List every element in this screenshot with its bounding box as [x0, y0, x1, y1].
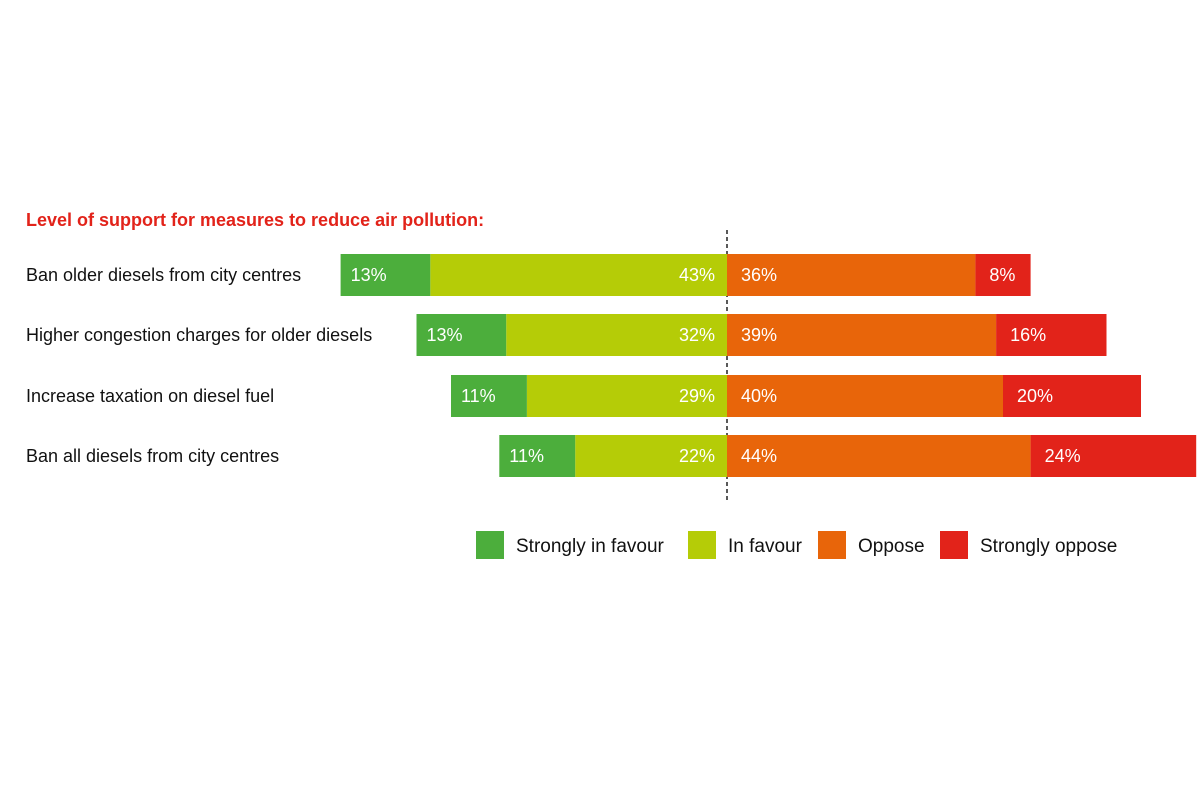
bar-segment [727, 254, 976, 296]
legend-label: Strongly oppose [980, 536, 1117, 557]
bar-segment [1003, 375, 1141, 417]
bar-segment [1030, 435, 1197, 477]
bar-segment [575, 435, 727, 477]
value-label: 22% [679, 446, 715, 466]
value-label: 16% [1010, 325, 1046, 345]
bar-segment [727, 435, 1031, 477]
value-label: 32% [679, 325, 715, 345]
bar-segment [451, 375, 527, 417]
category-label: Ban all diesels from city centres [26, 446, 279, 466]
value-label: 11% [461, 386, 496, 406]
bar-segment [499, 435, 576, 477]
chart-title: Level of support for measures to reduce … [26, 210, 484, 230]
value-label: 8% [989, 265, 1015, 285]
value-label: 11% [509, 446, 544, 466]
category-label: Ban older diesels from city centres [26, 265, 301, 285]
category-label: Increase taxation on diesel fuel [26, 386, 274, 406]
legend-swatch [940, 531, 968, 559]
legend-swatch [818, 531, 846, 559]
value-label: 13% [427, 325, 463, 345]
value-label: 20% [1017, 386, 1053, 406]
bar-segment [506, 314, 727, 356]
bar-segment [340, 254, 431, 296]
value-label: 40% [741, 386, 777, 406]
value-label: 39% [741, 325, 777, 345]
bar-segment [430, 254, 727, 296]
value-label: 13% [351, 265, 387, 285]
bar-segment [727, 375, 1003, 417]
legend-swatch [688, 531, 716, 559]
bar-segment [975, 254, 1031, 296]
legend-label: In favour [728, 536, 803, 557]
value-label: 44% [741, 446, 777, 466]
value-label: 24% [1045, 446, 1081, 466]
value-label: 29% [679, 386, 715, 406]
legend-label: Strongly in favour [516, 536, 665, 557]
legend-label: Oppose [858, 536, 925, 557]
bar-segment [416, 314, 507, 356]
value-label: 36% [741, 265, 777, 285]
legend-swatch [476, 531, 504, 559]
bar-segment [727, 314, 997, 356]
bar-segment [526, 375, 727, 417]
category-label: Higher congestion charges for older dies… [26, 325, 372, 345]
value-label: 43% [679, 265, 715, 285]
bar-segment [996, 314, 1107, 356]
